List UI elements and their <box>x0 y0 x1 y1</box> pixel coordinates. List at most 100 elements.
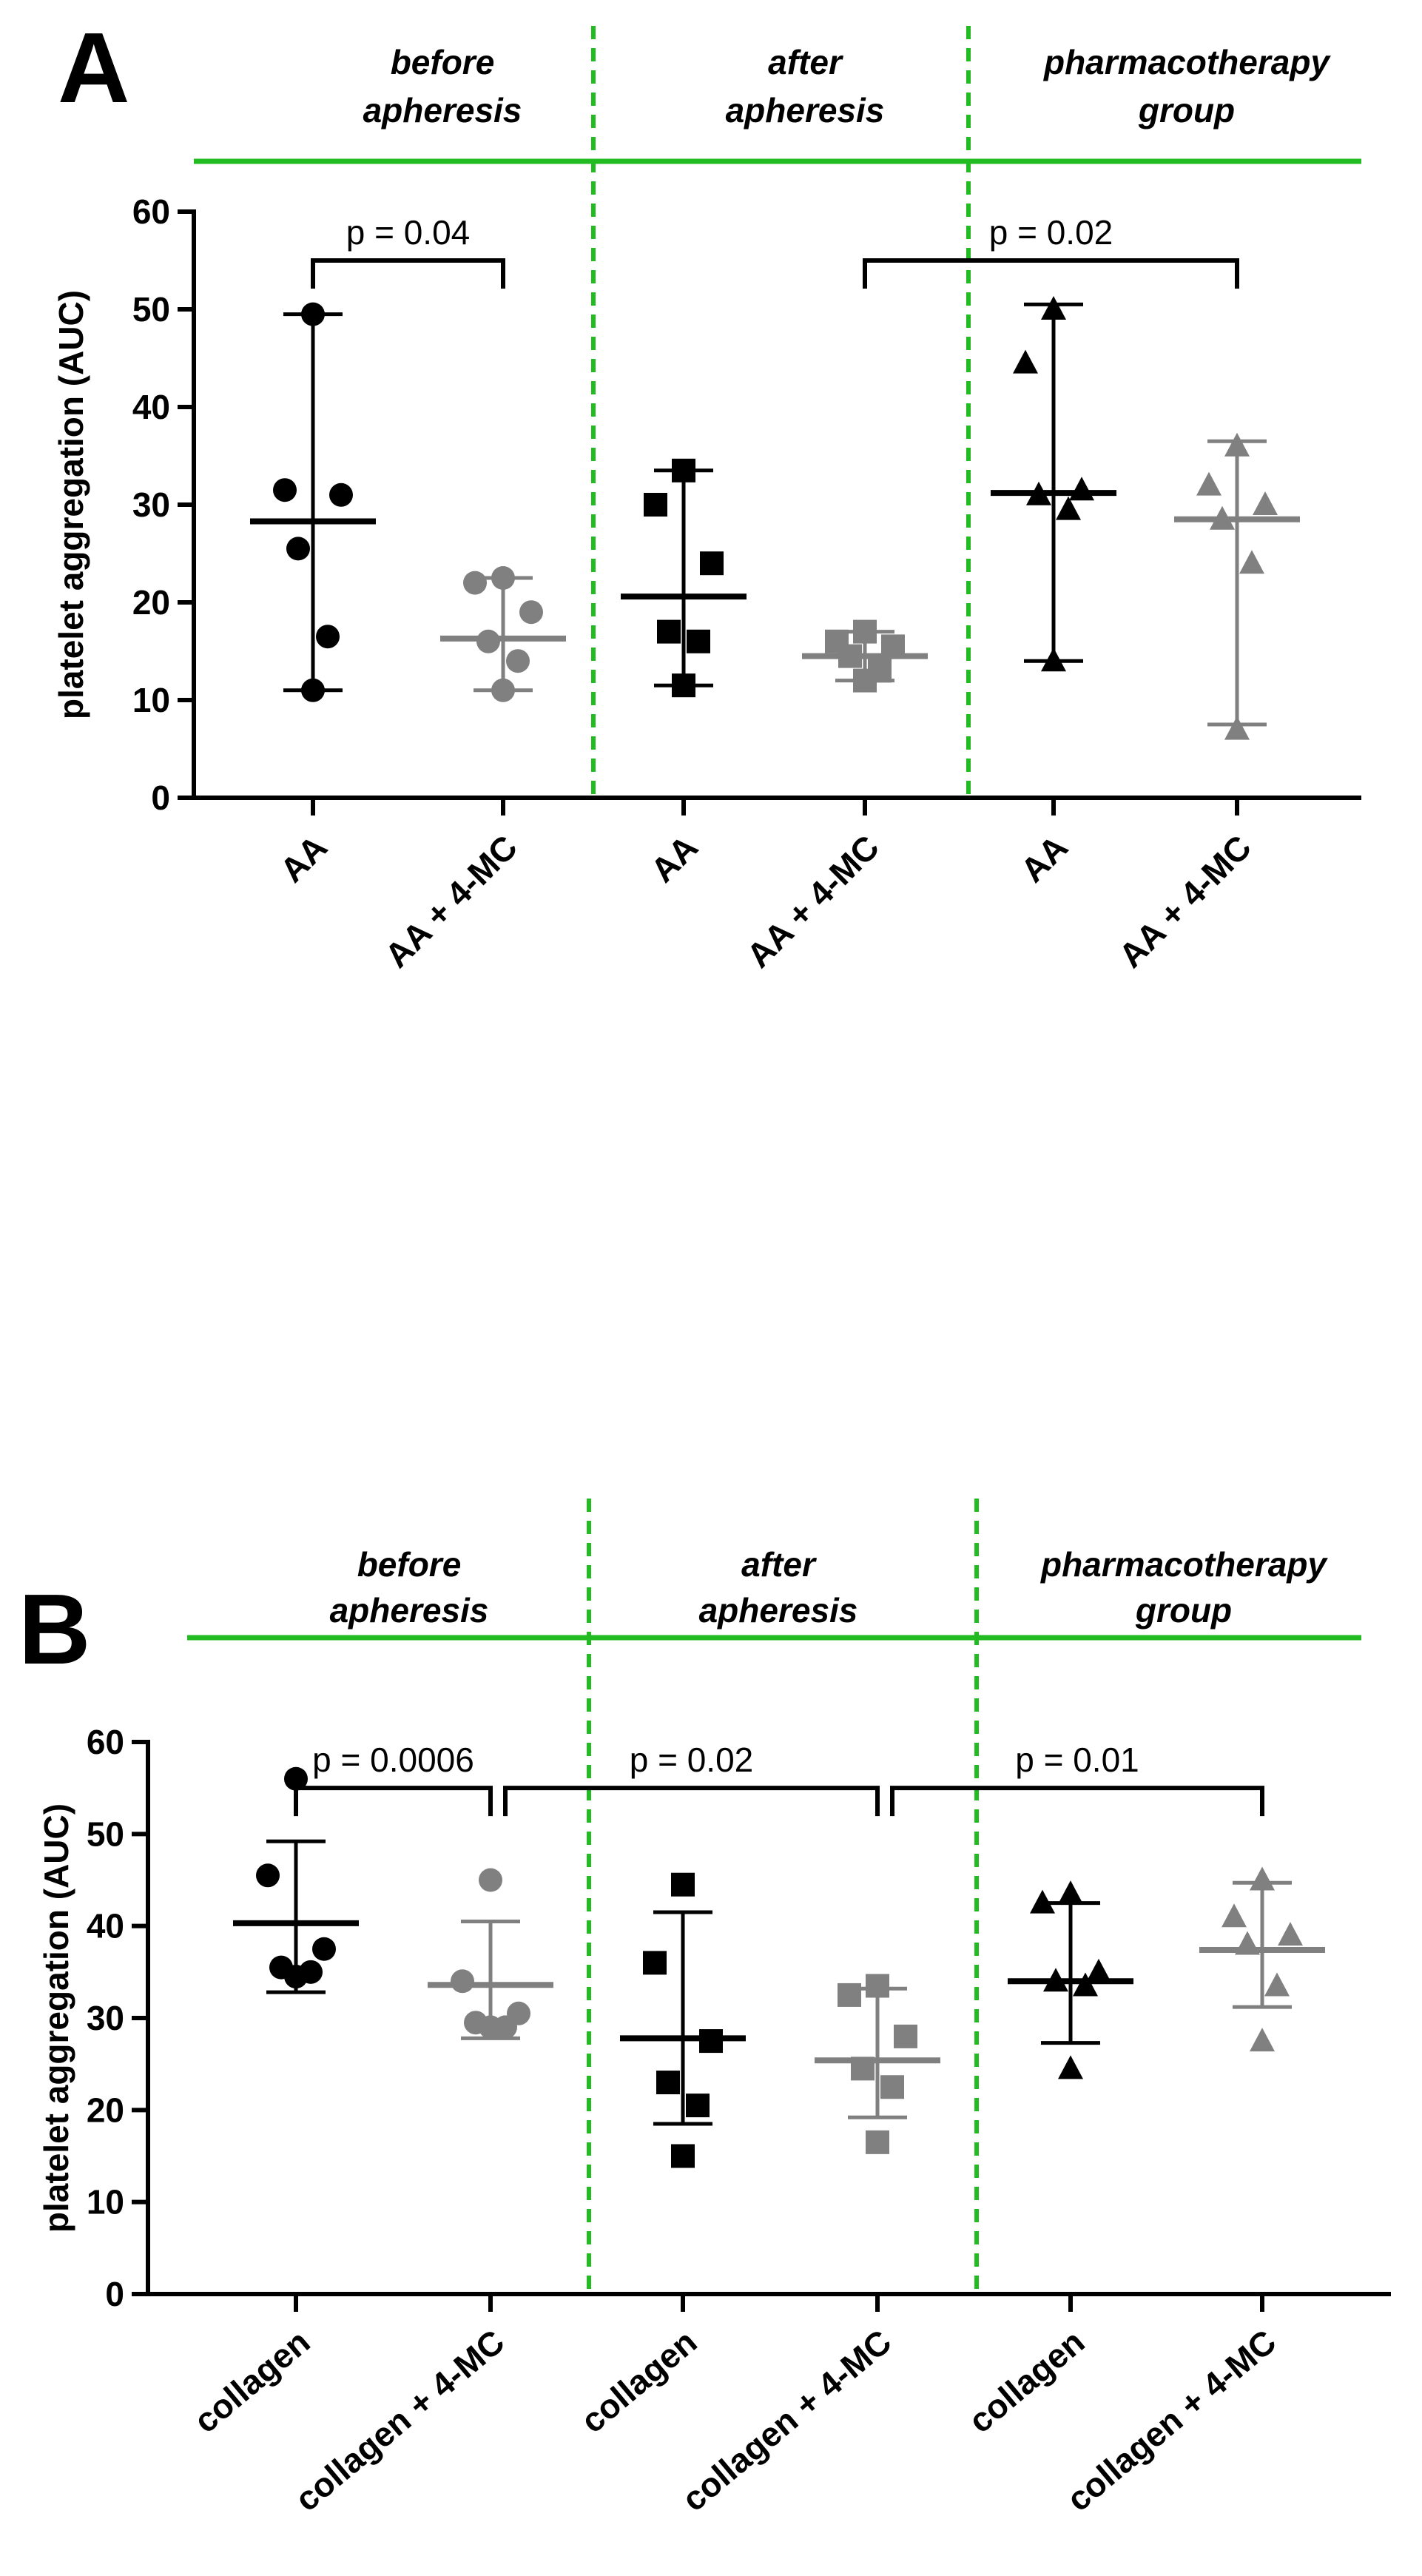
data-point <box>284 1965 308 1989</box>
x-category-label: collagen + 4-MC <box>288 2322 512 2519</box>
x-category-label: AA + 4-MC <box>1111 827 1258 975</box>
x-category-label: collagen <box>961 2322 1091 2441</box>
group-label: after <box>768 43 843 81</box>
y-axis-label: platelet aggregation (AUC) <box>52 290 90 719</box>
significance-bracket <box>294 1786 493 1817</box>
data-point <box>1239 550 1264 574</box>
data-point <box>1013 349 1038 374</box>
data-point <box>838 644 862 668</box>
data-point <box>1221 1903 1247 1928</box>
data-point <box>700 551 724 576</box>
p-value-label: p = 0.04 <box>346 213 471 252</box>
y-tick-label: 20 <box>87 2091 124 2129</box>
y-tick-label: 60 <box>87 1723 124 1761</box>
data-point <box>686 2094 710 2118</box>
data-point <box>671 1872 695 1897</box>
series-3 <box>815 1974 940 2154</box>
x-category-label: AA + 4-MC <box>739 827 886 975</box>
y-tick-label: 50 <box>87 1815 124 1853</box>
y-tick-label: 10 <box>87 2183 124 2222</box>
data-point <box>894 2024 917 2048</box>
panel-letter: B <box>18 1573 91 1685</box>
panel-letter: A <box>58 12 130 124</box>
data-point <box>687 629 710 653</box>
data-point <box>838 1983 861 2007</box>
data-point <box>316 625 340 649</box>
p-value-label: p = 0.01 <box>1015 1741 1139 1779</box>
significance-bracket <box>311 258 505 289</box>
series-4 <box>991 296 1116 672</box>
x-category-label: AA <box>272 827 334 890</box>
data-point <box>672 673 695 698</box>
data-point <box>1058 1880 1083 1905</box>
significance-bracket <box>503 1786 880 1817</box>
x-category-label: collagen + 4-MC <box>1059 2322 1284 2519</box>
data-point <box>1196 471 1221 496</box>
data-point <box>656 2071 680 2095</box>
data-point <box>1058 2055 1083 2079</box>
y-tick-label: 50 <box>132 290 170 329</box>
data-point <box>671 2144 695 2168</box>
group-label: apheresis <box>330 1591 489 1630</box>
data-point <box>451 1969 474 1994</box>
data-point <box>1026 481 1051 505</box>
data-point <box>476 629 500 653</box>
group-label: group <box>1135 1591 1232 1630</box>
data-point <box>256 1863 280 1888</box>
data-point <box>479 1868 502 1892</box>
data-point <box>506 649 530 673</box>
series-5 <box>1199 1866 1325 2052</box>
data-point <box>1073 1972 1098 1997</box>
data-point <box>463 571 487 595</box>
data-point <box>1030 1889 1055 1914</box>
data-point <box>1069 477 1094 501</box>
series-3 <box>802 619 928 693</box>
data-point <box>1250 2028 1275 2052</box>
data-point <box>644 493 667 517</box>
data-point <box>1086 1958 1111 1983</box>
data-point <box>329 482 353 507</box>
data-point <box>853 619 877 644</box>
data-point <box>284 1766 308 1791</box>
data-point <box>672 458 695 482</box>
data-point <box>880 2075 904 2099</box>
data-point <box>301 302 325 326</box>
data-point <box>1210 505 1235 530</box>
series-1 <box>440 566 566 702</box>
y-tick-label: 60 <box>132 192 170 231</box>
data-point <box>853 668 877 693</box>
data-point <box>1264 1972 1290 1997</box>
data-point <box>312 1937 336 1961</box>
data-point <box>1278 1922 1303 1946</box>
data-point <box>643 1951 667 1975</box>
series-1 <box>428 1868 553 2040</box>
series-4 <box>1008 1880 1133 2079</box>
data-point <box>866 2130 889 2154</box>
data-point <box>1043 1968 1068 1992</box>
series-2 <box>621 458 747 698</box>
y-tick-label: 10 <box>132 681 170 719</box>
y-tick-label: 30 <box>132 485 170 524</box>
data-point <box>1250 1866 1275 1891</box>
series-5 <box>1174 432 1300 740</box>
x-category-label: AA + 4-MC <box>377 827 525 975</box>
series-0 <box>233 1766 359 1994</box>
y-axis-label: platelet aggregation (AUC) <box>37 1803 75 2233</box>
x-category-label: collagen + 4-MC <box>675 2322 899 2519</box>
group-label: group <box>1138 91 1235 130</box>
y-tick-label: 0 <box>105 2275 124 2313</box>
data-point <box>881 634 905 659</box>
p-value-label: p = 0.0006 <box>312 1741 474 1779</box>
data-point <box>491 566 515 590</box>
x-category-label: AA <box>643 827 705 890</box>
data-point <box>491 678 515 702</box>
y-tick-label: 30 <box>87 1999 124 2037</box>
y-tick-label: 40 <box>132 388 170 426</box>
significance-bracket <box>863 258 1239 289</box>
data-point <box>286 537 310 561</box>
data-point <box>657 619 681 644</box>
series-2 <box>620 1872 746 2168</box>
group-label: apheresis <box>699 1591 858 1630</box>
